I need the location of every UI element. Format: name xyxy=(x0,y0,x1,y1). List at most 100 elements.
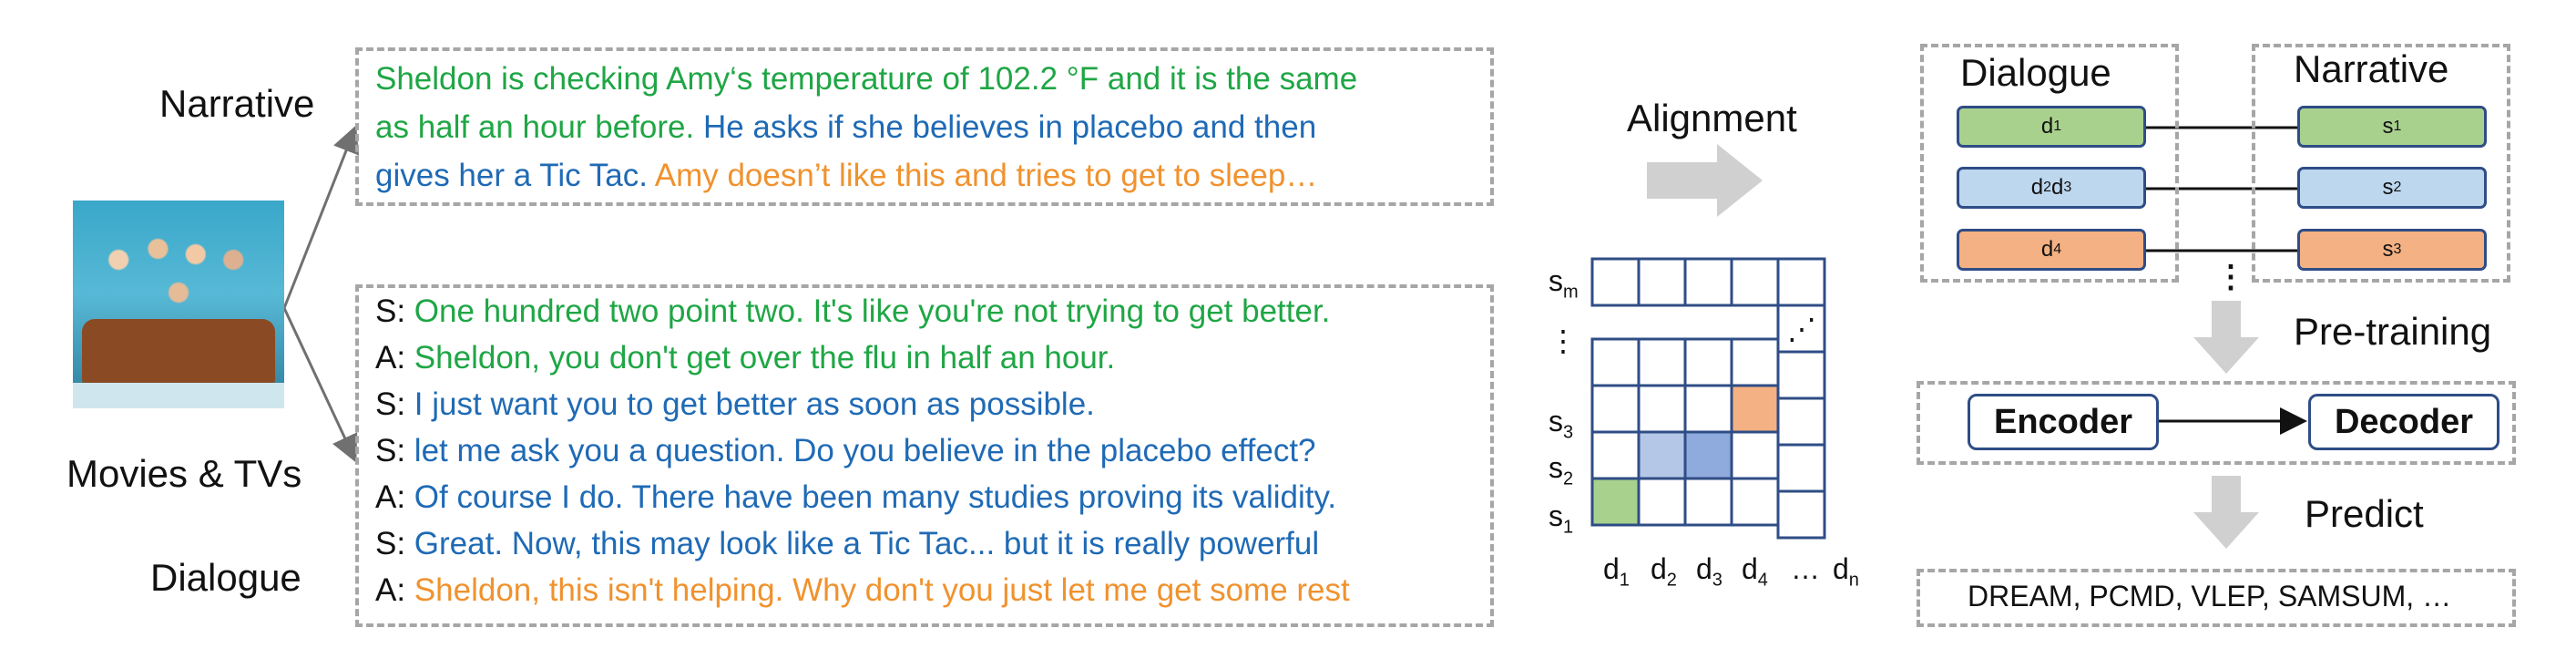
matrix-cell xyxy=(1776,396,1826,447)
datasets-label: DREAM, PCMD, VLEP, SAMSUM, … xyxy=(1968,580,2452,612)
utterance: I just want you to get better as soon as… xyxy=(405,386,1095,422)
matrix-row-label: sm xyxy=(1549,264,1579,303)
dialogue-line: A: Sheldon, you don't get over the flu i… xyxy=(375,340,1115,376)
matrix-cell-aligned xyxy=(1637,430,1687,480)
narrative-segment: gives her a Tic Tac. xyxy=(375,158,655,193)
dialogue-line: S: Great. Now, this may look like a Tic … xyxy=(375,526,1319,562)
source-label: Movies & TVs xyxy=(66,452,302,495)
dialogue-column-header: Dialogue xyxy=(1960,51,2111,94)
utterance: Sheldon, this isn't helping. Why don't y… xyxy=(405,572,1350,608)
alignment-arrow xyxy=(1647,144,1763,217)
matrix-cell xyxy=(1730,337,1780,387)
floor-shape xyxy=(73,383,284,408)
matrix-cell xyxy=(1730,477,1780,527)
speaker-tag: A: xyxy=(375,479,406,515)
matrix-cell xyxy=(1776,304,1826,354)
matrix-col-label: d2 xyxy=(1651,552,1677,591)
matrix-cell-aligned xyxy=(1683,430,1733,480)
matrix-col-label: d4 xyxy=(1742,552,1768,591)
matrix-cell xyxy=(1637,257,1687,307)
pretraining-arrow xyxy=(2193,301,2259,374)
pairs-more-dots: ⋮ xyxy=(2215,260,2246,294)
matrix-cell xyxy=(1683,337,1733,387)
matrix-cell xyxy=(1776,443,1826,493)
narrative-segment: Sheldon is checking Amy‘s temperature of… xyxy=(375,61,1358,97)
narrative-segment: as half an hour before. xyxy=(375,109,703,145)
matrix-cell xyxy=(1637,477,1687,527)
tv-show-image xyxy=(73,201,284,408)
matrix-cell xyxy=(1776,350,1826,400)
matrix-cell-aligned xyxy=(1590,477,1641,527)
speaker-tag: A: xyxy=(375,340,406,376)
matrix-cell xyxy=(1590,430,1641,480)
narrative-line: as half an hour before. He asks if she b… xyxy=(375,103,1316,151)
narrative-line: Sheldon is checking Amy‘s temperature of… xyxy=(375,55,1357,103)
matrix-cell xyxy=(1730,257,1780,307)
speaker-tag: S: xyxy=(375,293,406,329)
narrative-column-header: Narrative xyxy=(2294,47,2449,90)
matrix-row-label: ⋮ xyxy=(1549,324,1578,357)
utterance: let me ask you a question. Do you believ… xyxy=(405,433,1316,468)
matrix-cell xyxy=(1730,430,1780,480)
alignment-matrix xyxy=(1590,257,1826,540)
narrative-line: gives her a Tic Tac. Amy doesn’t like th… xyxy=(375,151,1317,200)
matrix-row-label: s1 xyxy=(1549,499,1574,538)
speaker-tag: S: xyxy=(375,433,406,468)
matrix-cell xyxy=(1683,477,1733,527)
matrix-cell-aligned xyxy=(1730,384,1780,434)
matrix-col-label: … xyxy=(1791,552,1820,585)
speaker-tag: A: xyxy=(375,572,406,608)
matrix-cell xyxy=(1776,489,1826,540)
narrative-segment: Amy doesn’t like this and tries to get t… xyxy=(654,158,1318,193)
arrow-to-narrative xyxy=(282,125,360,309)
matrix-cell xyxy=(1776,257,1826,307)
pretraining-label: Pre-training xyxy=(2294,310,2492,353)
dialogue-column-box xyxy=(1920,44,2179,283)
narrative-column-box xyxy=(2252,44,2510,283)
dialogue-line: A: Of course I do. There have been many … xyxy=(375,479,1336,516)
datasets-box xyxy=(1917,569,2516,627)
matrix-row-label: s3 xyxy=(1549,405,1574,443)
utterance: One hundred two point two. It's like you… xyxy=(405,293,1331,329)
predict-label: Predict xyxy=(2305,492,2424,535)
people-shape xyxy=(93,232,264,342)
narrative-side-label: Narrative xyxy=(159,82,315,125)
dialogue-line: S: let me ask you a question. Do you bel… xyxy=(375,433,1316,469)
matrix-cell xyxy=(1683,384,1733,434)
matrix-col-label: dn xyxy=(1833,552,1859,591)
encoder-block: Encoder xyxy=(1968,394,2159,450)
narrative-segment: He asks if she believes in placebo and t… xyxy=(702,109,1317,145)
matrix-cell xyxy=(1637,384,1687,434)
dialogue-line: S: One hundred two point two. It's like … xyxy=(375,293,1330,330)
dialogue-line: A: Sheldon, this isn't helping. Why don'… xyxy=(375,572,1350,609)
model-box xyxy=(1917,381,2516,465)
arrow-to-dialogue xyxy=(282,307,358,463)
predict-arrow xyxy=(2193,476,2259,549)
speaker-tag: S: xyxy=(375,386,406,422)
speaker-tag: S: xyxy=(375,526,406,561)
dialogue-side-label: Dialogue xyxy=(150,556,302,599)
matrix-cell xyxy=(1683,257,1733,307)
utterance: Great. Now, this may look like a Tic Tac… xyxy=(405,526,1320,561)
decoder-block: Decoder xyxy=(2308,394,2499,450)
matrix-cell xyxy=(1590,337,1641,387)
matrix-cell xyxy=(1590,384,1641,434)
dialogue-box xyxy=(355,284,1494,627)
utterance: Of course I do. There have been many stu… xyxy=(405,479,1337,515)
matrix-row-label: s2 xyxy=(1549,451,1574,489)
dialogue-line: S: I just want you to get better as soon… xyxy=(375,386,1095,423)
matrix-cell xyxy=(1637,337,1687,387)
alignment-title: Alignment xyxy=(1627,97,1797,139)
narrative-box xyxy=(355,47,1494,206)
matrix-diagonal-dots: ⋰ xyxy=(1787,313,1816,345)
matrix-cell xyxy=(1590,257,1641,307)
matrix-col-label: d3 xyxy=(1696,552,1722,591)
utterance: Sheldon, you don't get over the flu in h… xyxy=(405,340,1116,376)
